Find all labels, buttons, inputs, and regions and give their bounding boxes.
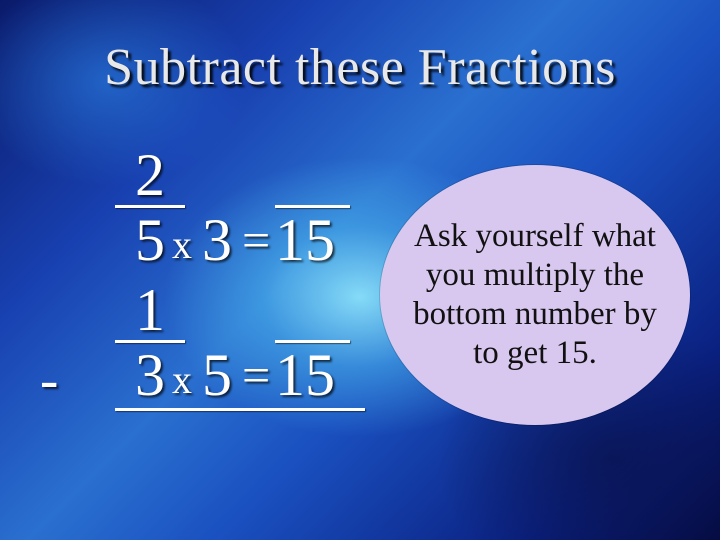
frac2-times: x (172, 360, 192, 400)
result-rule (115, 408, 365, 411)
frac1-result: 15 (275, 210, 335, 270)
frac1-denominator: 5 (135, 210, 165, 270)
slide: Subtract these Fractions 2 5 x 3 = 15 - … (0, 0, 720, 540)
frac2-multiplier: 5 (202, 345, 232, 405)
frac2-denominator: 3 (135, 345, 165, 405)
callout-bubble: Ask yourself what you multiply the botto… (380, 165, 690, 425)
frac2-numerator: 1 (135, 280, 165, 340)
slide-title: Subtract these Fractions (0, 38, 720, 97)
frac1-numerator: 2 (135, 145, 165, 205)
frac2-equals: = (242, 350, 270, 400)
frac2-result: 15 (275, 345, 335, 405)
frac1-equals: = (242, 215, 270, 265)
minus-sign: - (40, 348, 58, 411)
frac1-multiplier: 3 (202, 210, 232, 270)
callout-text: Ask yourself what you multiply the botto… (400, 217, 670, 373)
frac1-times: x (172, 225, 192, 265)
